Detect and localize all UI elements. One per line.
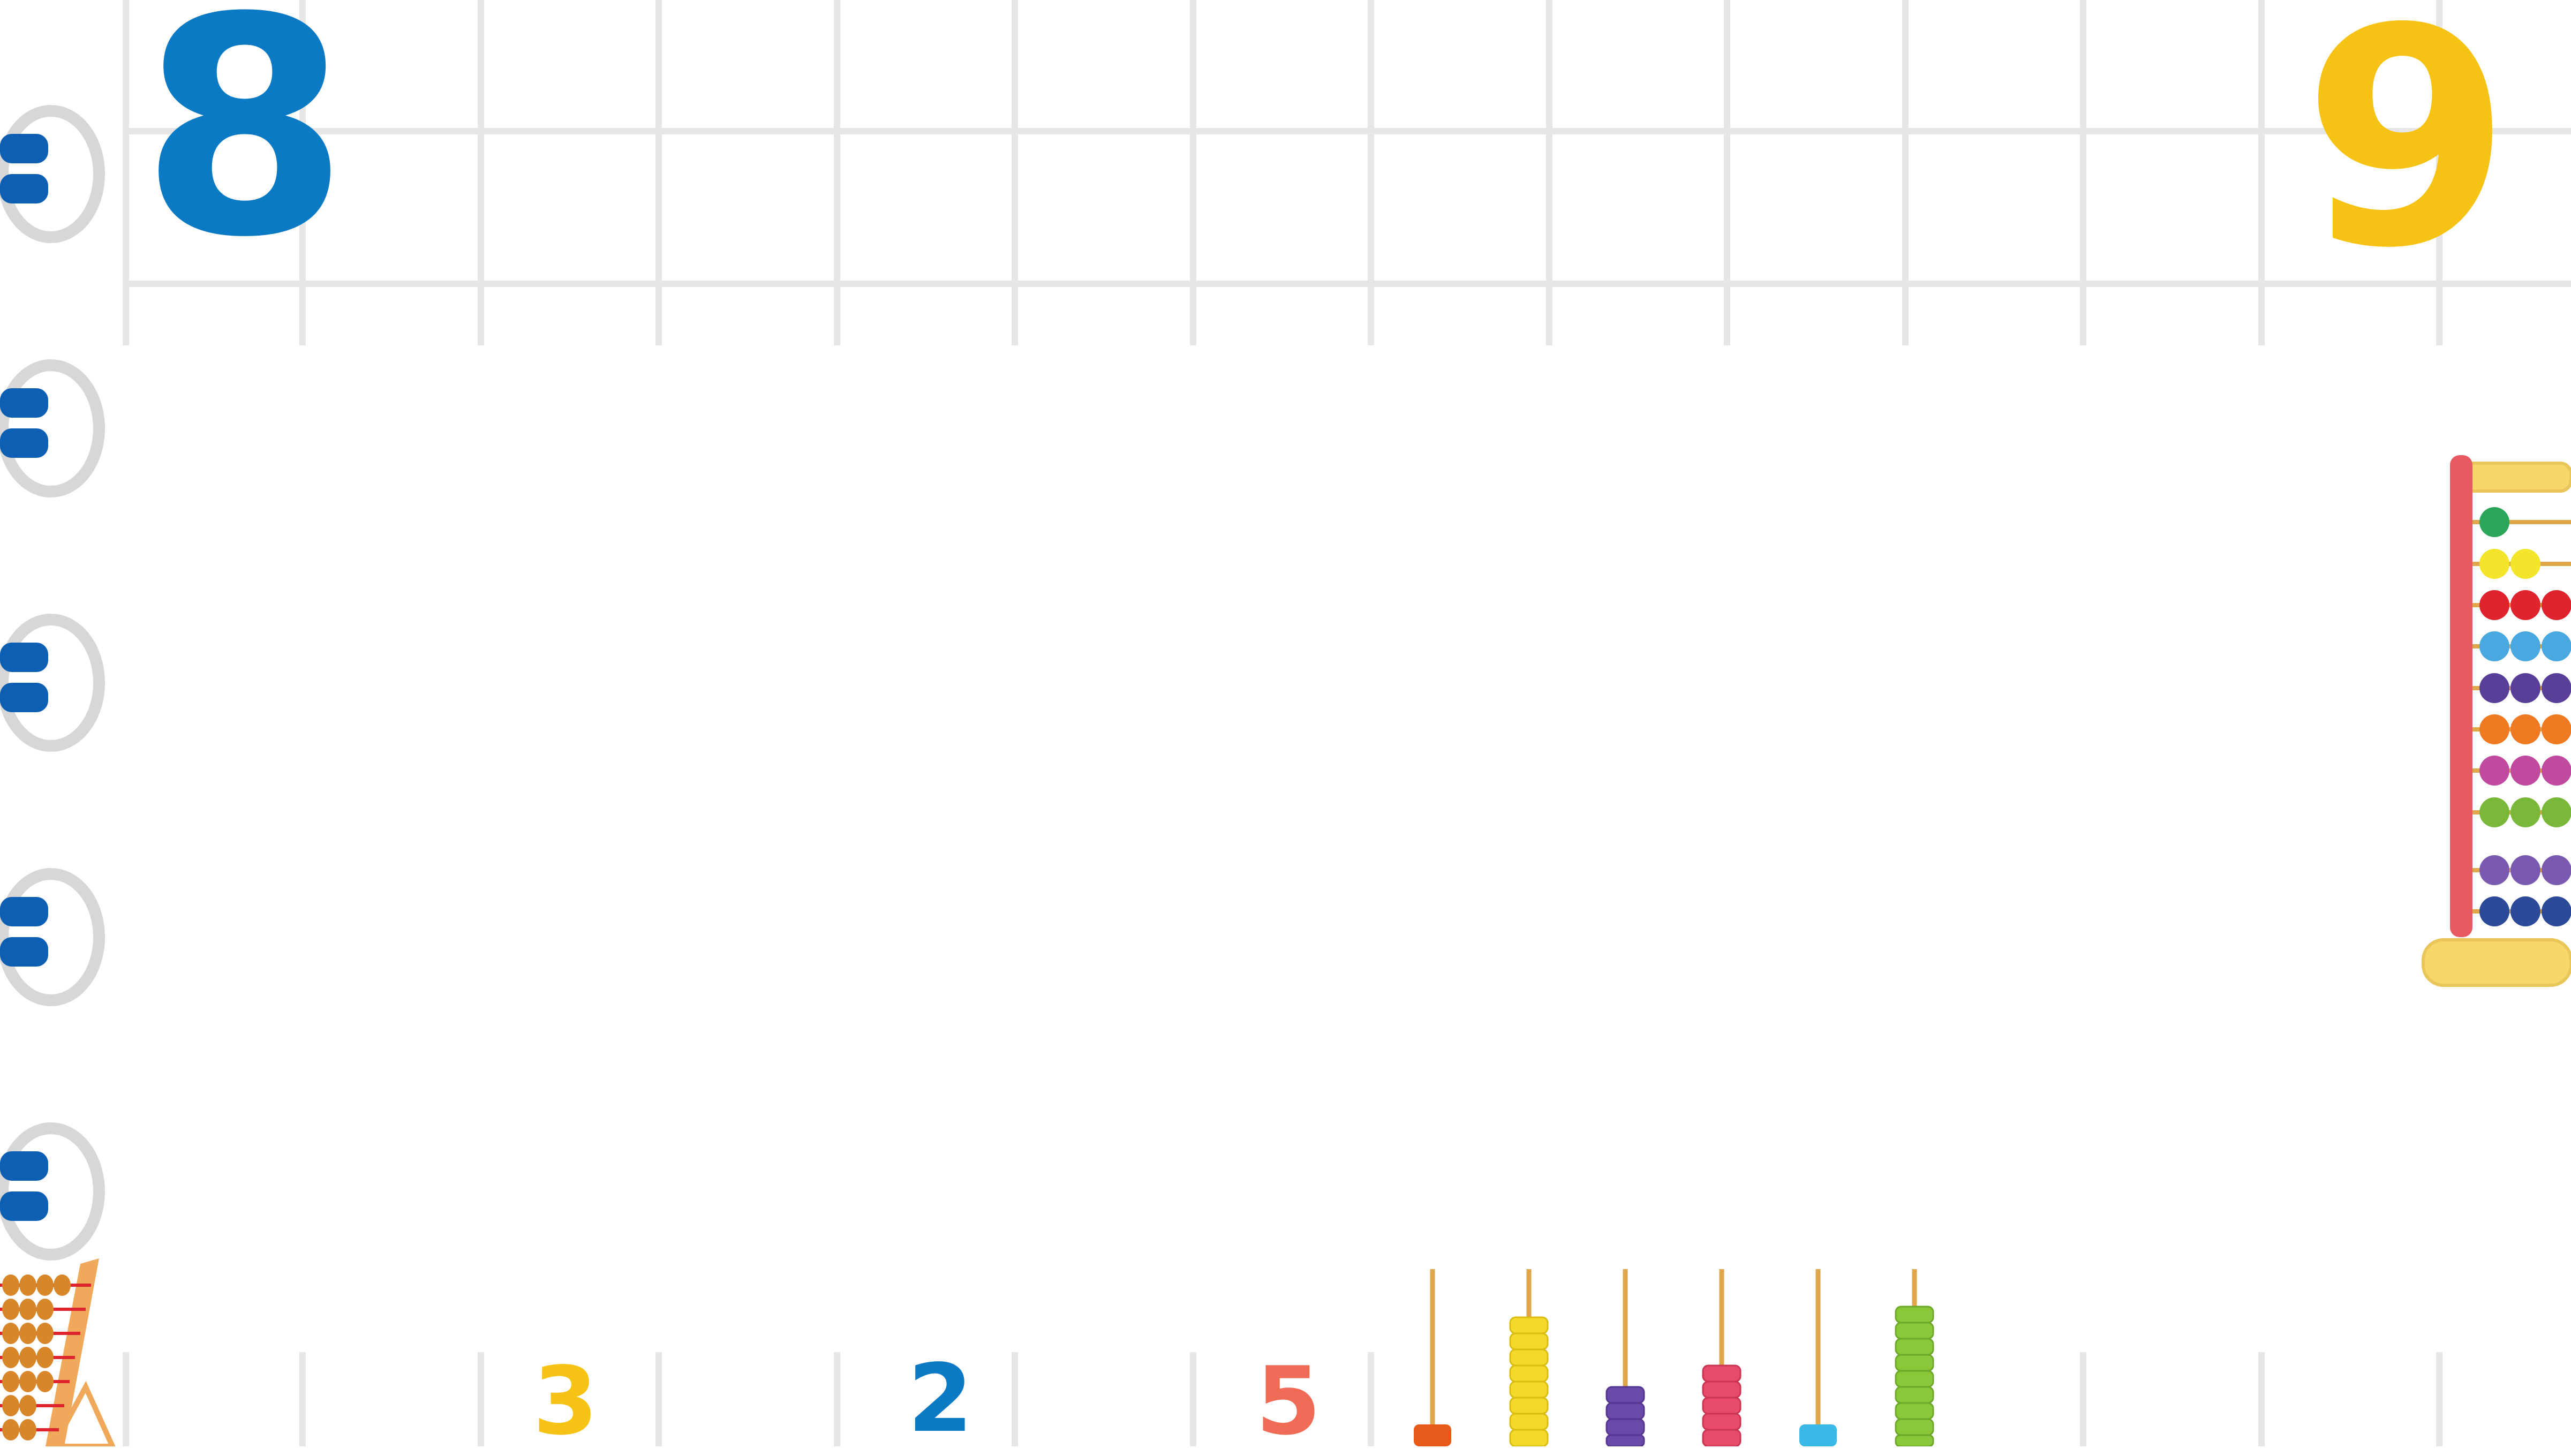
- top-grid-background: [123, 0, 2571, 345]
- binding-ring-icon: [0, 359, 105, 497]
- numeral-eight: 8: [140, 0, 349, 303]
- binding-ring-icon: [0, 1122, 105, 1261]
- numeral-five: 5: [1256, 1347, 1321, 1456]
- numeral-three: 3: [533, 1347, 598, 1456]
- binding-ring-icon: [0, 105, 105, 243]
- bottom-grid-background: [123, 1352, 2442, 1446]
- wooden-abacus-icon: [0, 1258, 115, 1446]
- counting-rods-icon: [1414, 1269, 1934, 1446]
- binding-ring-icon: [0, 614, 105, 752]
- numeral-two: 2: [908, 1345, 973, 1453]
- numeral-nine: 9: [2303, 0, 2512, 314]
- binding-ring-icon: [0, 868, 105, 1006]
- abacus-icon: [2422, 455, 2571, 987]
